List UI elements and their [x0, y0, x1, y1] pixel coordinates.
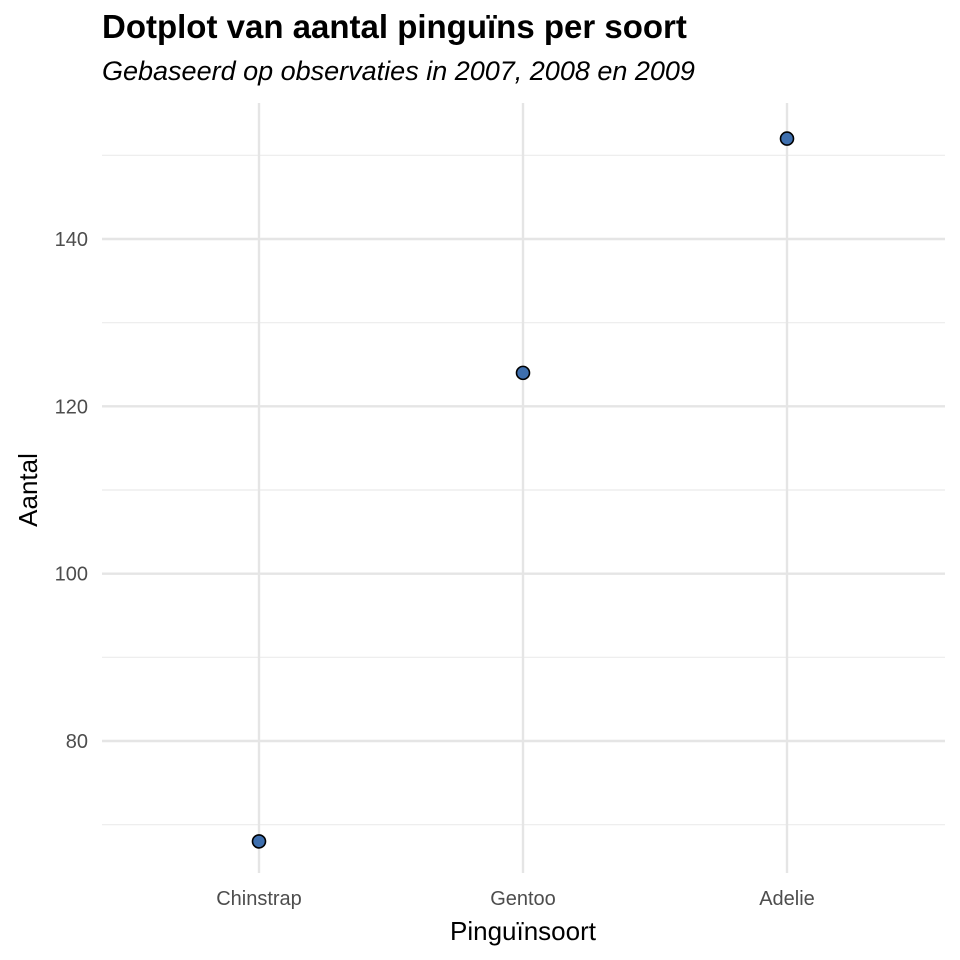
y-tick-label: 140 [55, 229, 88, 251]
x-axis-title: Pinguïnsoort [450, 916, 597, 946]
chart-title: Dotplot van aantal pinguïns per soort [102, 8, 687, 45]
x-tick-label: Gentoo [490, 888, 556, 910]
x-tick-label: Chinstrap [216, 888, 302, 910]
data-point-gentoo [515, 365, 531, 381]
y-tick-label: 80 [66, 731, 88, 753]
y-tick-label: 120 [55, 396, 88, 418]
grid-lines [102, 103, 945, 873]
y-axis-ticks: 80 100 120 140 [55, 229, 88, 753]
data-point-adelie [779, 131, 795, 146]
x-tick-label: Adelie [759, 888, 815, 910]
data-point-chinstrap [251, 834, 267, 849]
data-points [251, 131, 795, 849]
y-axis-title: Aantal [13, 453, 43, 527]
chart-subtitle: Gebaseerd op observaties in 2007, 2008 e… [102, 56, 695, 86]
x-axis-ticks: Chinstrap Gentoo Adelie [216, 888, 815, 910]
y-tick-label: 100 [55, 564, 88, 586]
